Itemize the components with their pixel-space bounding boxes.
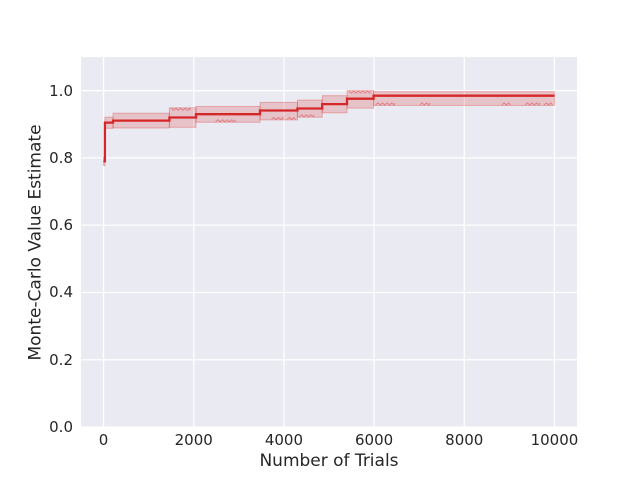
x-tick-label: 6000	[354, 431, 394, 449]
x-tick-label: 10000	[530, 431, 579, 449]
series-line	[103, 94, 555, 163]
y-tick-label: 0.4	[49, 283, 73, 302]
chart-canvas	[81, 57, 577, 427]
y-axis-label: Monte-Carlo Value Estimate	[25, 124, 46, 361]
plot-area	[81, 57, 577, 427]
band-edge-jitter	[215, 119, 237, 123]
band-edge-jitter	[271, 116, 296, 121]
band-edge-jitter	[348, 90, 371, 94]
band-edge-jitter	[171, 107, 191, 111]
x-axis-label: Number of Trials	[259, 451, 399, 471]
y-tick-label: 0.0	[49, 418, 73, 436]
y-tick-label: 0.8	[49, 148, 73, 167]
y-tick-label: 1.0	[49, 81, 73, 100]
x-tick-label: 8000	[445, 431, 484, 449]
x-tick-label: 2000	[174, 431, 213, 449]
band-edge-jitter	[375, 102, 553, 106]
y-tick-label: 0.2	[49, 350, 73, 369]
x-tick-label: 4000	[264, 431, 303, 449]
y-tick-label: 0.6	[49, 216, 73, 235]
band-edge-jitter	[299, 114, 315, 118]
x-tick-label: 0	[98, 431, 109, 449]
